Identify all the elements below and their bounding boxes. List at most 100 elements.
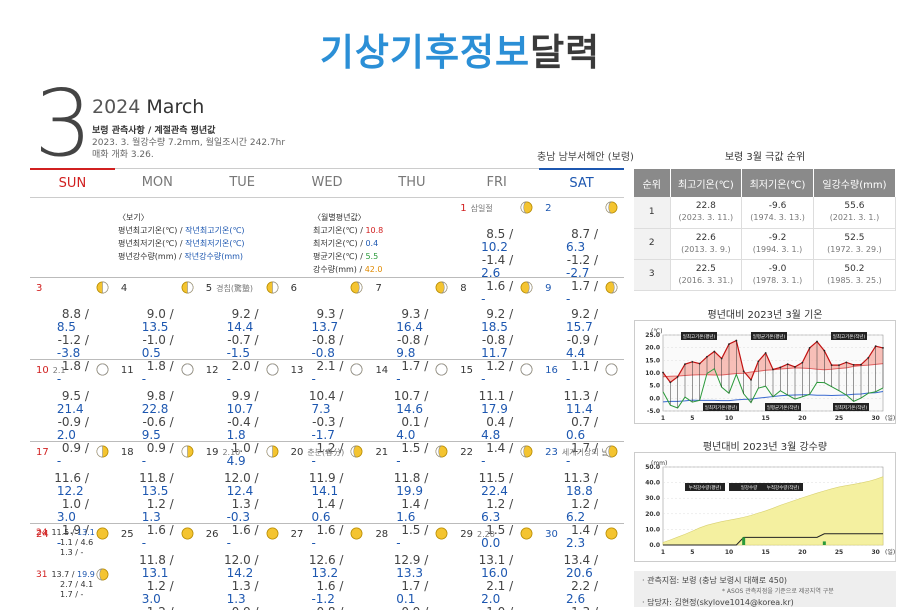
normal-value: -0.9 <box>57 415 81 429</box>
calendar-day-cell[interactable]: 2 8.7 / 6.3 -1.2 / -2.7 1.7 / - <box>539 198 624 306</box>
calendar-day-cell[interactable]: 16 11.3 / 11.4 0.7 / 0.6 1.7 / - <box>539 360 624 468</box>
normal-value: 1.0 <box>61 497 81 511</box>
calendar-day-cell[interactable]: 20 춘분(春分) 11.9 / 14.1 1.4 / 0.6 1.6 / - <box>285 442 370 550</box>
normal-row: 강수량(mm) / 42.0 <box>313 263 383 276</box>
last-year-value: - <box>226 372 231 386</box>
y-axis-label: (℃) <box>651 328 662 335</box>
y-tick-label: 20.0 <box>645 345 660 352</box>
title-main: 기상기후정보 <box>319 31 531 74</box>
calendar-day-cell[interactable]: 10 2.1 9.5 / 21.4 -0.9 / 2.0 0.9 / - <box>30 360 115 468</box>
value-row-l: 0.4 / 4.8 <box>481 415 514 442</box>
day-number: 27 <box>291 529 304 540</box>
x-tick-label: 30 <box>871 415 879 422</box>
value-row-l: -0.8 / 11.7 <box>481 333 514 360</box>
calendar-day-cell[interactable]: 18 11.8 / 13.5 1.2 / 1.3 1.6 / - <box>115 442 200 550</box>
calendar-day-cell[interactable]: 5 경칩(驚蟄) 9.2 / 14.4 -0.7 / -1.5 2.0 / - <box>200 278 285 386</box>
day-number: 29 2.20 <box>460 529 495 540</box>
day-values: 11.8 / 13.11.2 / 3.01.2 / - <box>115 554 174 610</box>
data-point <box>720 357 723 360</box>
calendar-day-cell[interactable]: 28 12.9 / 13.31.7 / 0.10.9 / - <box>369 524 454 610</box>
rank-cell: 50.2 (1985. 3. 25.) <box>813 259 897 291</box>
last-year-value: 14.6 <box>396 402 424 416</box>
normal-value: 13.4 <box>563 553 591 567</box>
value-row-r: 1.9 / - <box>56 523 89 550</box>
legend-normal: 평년강수량(mm) / <box>118 252 185 261</box>
calendar-day-cell[interactable]: 4 9.0 / 13.5 -1.0 / 0.5 1.8 / - <box>115 278 200 386</box>
calendar-day-cell[interactable]: 22 11.5 / 22.4 1.2 / 6.3 1.5 / 0.0 <box>454 442 539 550</box>
calendar-day-cell[interactable]: 7 9.3 / 16.4 -0.8 / 9.8 1.7 / - <box>369 278 454 386</box>
last-year-value: 7.3 <box>311 402 331 416</box>
calendar-day-cell[interactable]: 8 9.2 / 18.5 -0.8 / 11.7 1.2 / - <box>454 278 539 386</box>
normal-value: -1.2 <box>566 253 591 267</box>
calendar-day-cell[interactable]: 292.20 13.1 / 16.02.1 / 2.01.0 / - <box>454 524 539 610</box>
calendar-day-cell[interactable]: 24 24 11.5 / 13.1 1.1 / 4.6 1.3 / - 31 13.7 / … <box>30 524 115 606</box>
moon-phase-icon <box>266 363 279 376</box>
calendar-day-cell[interactable]: 23 세계기상의 날 11.3 / 18.8 1.2 / 6.2 1.4 / 2.3 <box>539 442 624 550</box>
calendar-day-cell[interactable]: 1 삼일절 8.5 / 10.2 -1.4 / 2.6 1.6 / - <box>454 198 539 306</box>
value-row-h: 9.2 / 15.7 <box>566 307 599 334</box>
rank-number: 1 <box>634 197 671 229</box>
last-year-value: - <box>481 372 486 386</box>
y-tick-label: 0.0 <box>649 542 660 549</box>
y-tick-label: -5.0 <box>647 408 660 415</box>
y-tick-label: 10.0 <box>645 526 660 533</box>
calendar-day-cell[interactable]: 21 11.8 / 19.9 1.4 / 1.6 1.5 / - <box>369 442 454 550</box>
calendar-day-cell[interactable]: 9 9.2 / 15.7 -0.9 / 4.4 1.1 / - <box>539 278 624 386</box>
weekday-fri: FRI <box>486 175 507 190</box>
data-point <box>728 343 730 346</box>
series-label-box <box>763 483 803 491</box>
month-name: March <box>146 96 205 118</box>
last-year-value: -1.7 <box>311 428 335 442</box>
moon-phase-icon <box>520 363 533 376</box>
normal-value: 11.1 <box>478 389 506 403</box>
series-label: 누적강수량(작년) <box>767 484 800 491</box>
calendar-day-cell[interactable]: 25 11.8 / 13.11.2 / 3.01.2 / - <box>115 524 200 610</box>
normal-value: -0.9 <box>566 333 591 347</box>
value-row-l: 1.4 / 1.6 <box>396 497 429 524</box>
rank-header-cell: 순위 <box>634 169 671 197</box>
rank-table: 순위 최고기온(℃) 최저기온(℃) 일강수량(mm) 1 22.8 (2023. 3. 1… <box>634 169 897 291</box>
rank-value: 52.5 <box>844 232 865 243</box>
calendar-day-cell[interactable]: 11 9.8 / 22.8 -0.6 / 9.5 0.9 / - <box>115 360 200 468</box>
last-year-value: 3.0 <box>141 592 161 606</box>
data-point <box>794 366 796 368</box>
calendar-day-cell[interactable]: 26 12.0 / 14.21.3 / 1.30.9 / - <box>200 524 285 610</box>
day-number-text: 9 <box>545 283 552 294</box>
day-values: 9.0 / 13.5 -1.0 / 0.5 1.8 / - <box>115 308 174 386</box>
value-row-h: 10.7 / 14.6 <box>393 389 429 416</box>
calendar-day-cell[interactable]: 17 11.6 / 12.2 1.0 / 3.0 1.9 / - <box>30 442 115 550</box>
normal-value: 0.9 <box>146 441 166 455</box>
last-year-value: 12.4 <box>226 484 254 498</box>
calendar-day-cell[interactable]: 15 11.1 / 17.9 0.4 / 4.8 1.4 / - <box>454 360 539 468</box>
calendar-day-cell[interactable]: 27 12.6 / 13.21.6 / -1.20.8 / - <box>285 524 370 610</box>
day-number: 9 <box>545 283 551 294</box>
day-note: 2.20 <box>477 530 495 539</box>
last-year-value: - <box>396 372 401 386</box>
last-year-value: - <box>311 454 316 468</box>
normal-value: 1.4 <box>401 497 421 511</box>
rank-date: (2023. 3. 11.) <box>678 213 734 223</box>
normal-value: 9.9 <box>231 389 251 403</box>
series-label-box <box>729 483 769 491</box>
last-year-value: - <box>56 454 62 468</box>
day-number: 1 삼일절 <box>460 203 492 214</box>
calendar-day-cell[interactable]: 13 10.4 / 7.3 -0.3 / -1.7 1.2 / - <box>285 360 370 468</box>
normal-value: 1.1 <box>571 359 591 373</box>
normal-value: 10.8 <box>365 226 384 235</box>
rank-cell: 52.5 (1972. 3. 29.) <box>813 228 897 260</box>
calendar-day-cell[interactable]: 6 9.3 / 13.7 -0.8 / -0.8 2.1 / - <box>285 278 370 386</box>
calendar-day-cell[interactable]: 12 9.9 / 10.7 -0.4 / 1.8 1.0 / 4.9 <box>200 360 285 468</box>
calendar-day-cell[interactable]: 19 2.10 12.0 / 12.4 1.3 / -0.3 1.6 / - <box>200 442 285 550</box>
last-year-value: 11.4 <box>566 402 593 416</box>
normal-value: 11.8 <box>139 471 166 485</box>
calendar-day-cell[interactable] <box>30 198 115 277</box>
calendar-day-cell[interactable]: 3 8.8 / 8.5 -1.2 / -3.8 1.8 / - <box>30 278 115 386</box>
day-values: 11.3 / 18.8 1.2 / 6.2 1.4 / 2.3 <box>539 472 598 550</box>
day-values: 12.0 / 14.21.3 / 1.30.9 / - <box>200 554 259 610</box>
d31-high-last: 19.9 <box>77 570 95 579</box>
last-year-value: 17.9 <box>481 402 508 416</box>
day-number: 16 <box>545 365 558 376</box>
last-year-value: - <box>481 454 486 468</box>
calendar-day-cell[interactable]: 14 10.7 / 14.6 0.1 / 4.0 1.5 / - <box>369 360 454 468</box>
calendar-day-cell[interactable]: 30 13.4 / 20.62.2 / 2.61.3 / - <box>539 524 624 610</box>
